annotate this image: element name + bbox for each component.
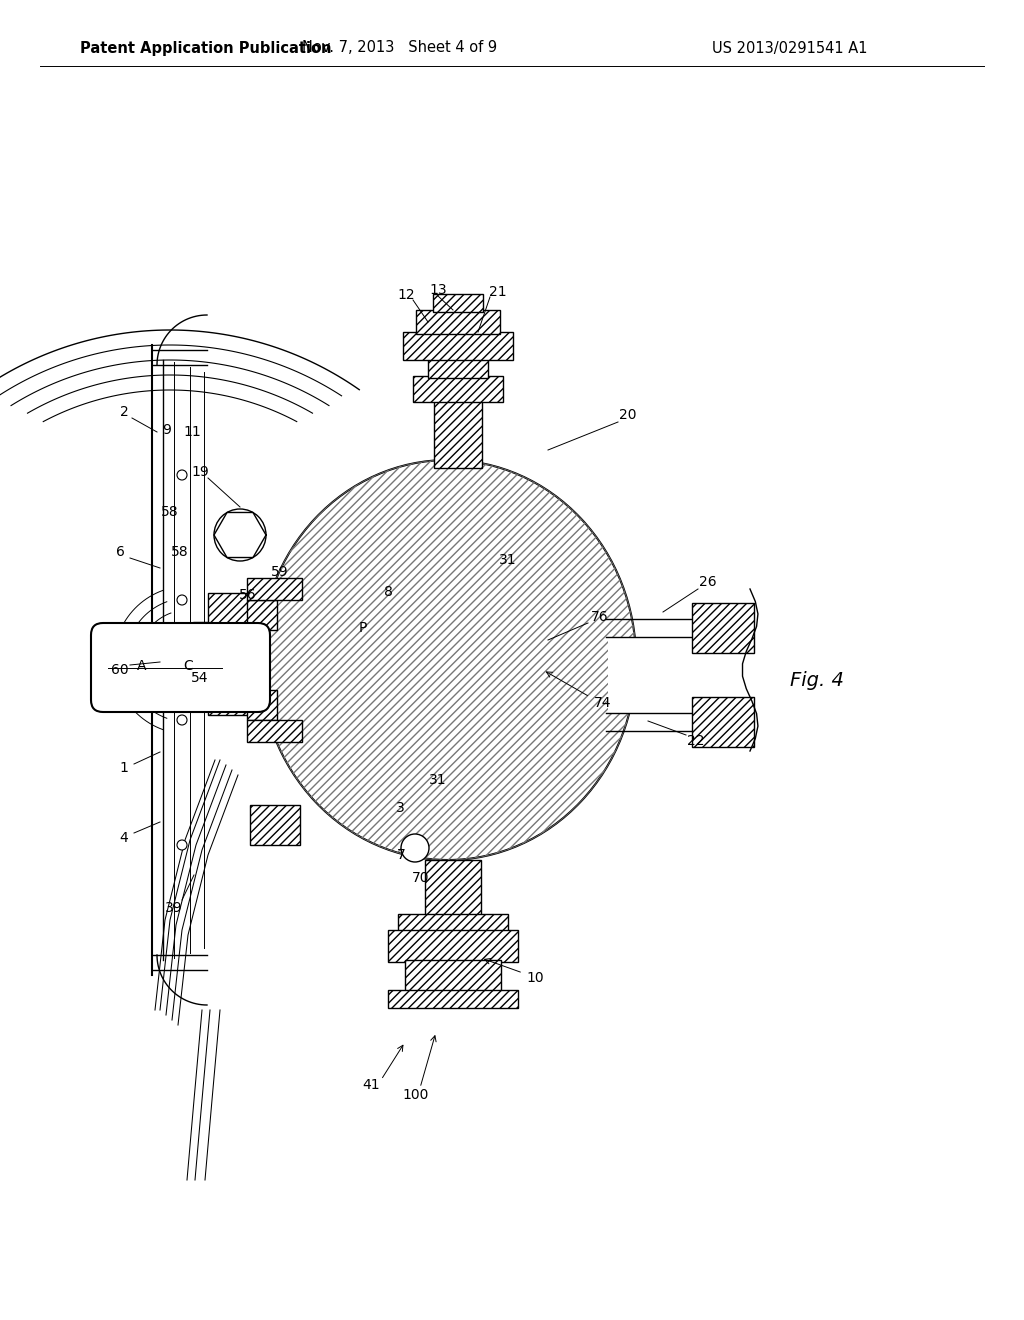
Text: Nov. 7, 2013   Sheet 4 of 9: Nov. 7, 2013 Sheet 4 of 9: [302, 41, 498, 55]
Text: 21: 21: [489, 285, 507, 300]
Circle shape: [177, 840, 187, 850]
Bar: [247, 601, 278, 630]
Bar: [247, 578, 302, 601]
Bar: [425, 861, 481, 920]
Bar: [433, 294, 483, 312]
Text: 60: 60: [112, 663, 129, 677]
Circle shape: [177, 595, 187, 605]
Bar: [193, 682, 208, 698]
Text: C: C: [183, 659, 193, 673]
Bar: [388, 931, 518, 962]
Bar: [208, 593, 252, 648]
Bar: [247, 719, 302, 742]
Text: 9: 9: [163, 422, 171, 437]
Text: 1: 1: [120, 762, 128, 775]
Bar: [416, 310, 500, 334]
Text: 22: 22: [687, 734, 705, 748]
Text: 2: 2: [120, 405, 128, 418]
Text: 10: 10: [526, 972, 544, 985]
Bar: [247, 690, 278, 719]
Bar: [434, 400, 482, 469]
Text: 3: 3: [395, 801, 404, 814]
Circle shape: [177, 715, 187, 725]
Bar: [692, 697, 754, 747]
Text: 4: 4: [120, 832, 128, 845]
Text: 26: 26: [699, 576, 717, 589]
Bar: [193, 622, 208, 638]
Text: 41: 41: [362, 1078, 380, 1092]
Text: 12: 12: [397, 288, 415, 302]
Bar: [403, 333, 513, 360]
Text: 7: 7: [396, 847, 406, 862]
Bar: [406, 960, 501, 993]
Bar: [428, 356, 488, 378]
Text: 58: 58: [161, 506, 179, 519]
Bar: [398, 913, 508, 932]
Text: 58: 58: [171, 545, 188, 558]
Text: 8: 8: [384, 585, 392, 599]
Bar: [692, 603, 754, 653]
Text: 76: 76: [591, 610, 609, 624]
Text: Patent Application Publication: Patent Application Publication: [80, 41, 332, 55]
Text: 31: 31: [499, 553, 517, 568]
Text: 100: 100: [402, 1088, 429, 1102]
Bar: [388, 990, 518, 1008]
Text: 74: 74: [594, 696, 611, 710]
Bar: [608, 638, 750, 713]
Text: 54: 54: [191, 671, 209, 685]
Text: 20: 20: [620, 408, 637, 422]
Bar: [250, 805, 300, 845]
Circle shape: [401, 834, 429, 862]
Text: Fig. 4: Fig. 4: [790, 671, 844, 689]
Circle shape: [214, 510, 266, 561]
Text: 56: 56: [240, 587, 257, 602]
Text: 13: 13: [429, 282, 446, 297]
FancyBboxPatch shape: [91, 623, 270, 711]
Text: US 2013/0291541 A1: US 2013/0291541 A1: [713, 41, 867, 55]
Bar: [208, 660, 252, 715]
Text: 39: 39: [165, 902, 183, 915]
Text: 19: 19: [191, 465, 209, 479]
Bar: [413, 376, 503, 403]
Ellipse shape: [260, 459, 636, 861]
Text: 31: 31: [429, 774, 446, 787]
Text: 59: 59: [271, 565, 289, 579]
Text: 11: 11: [183, 425, 201, 440]
Text: 6: 6: [116, 545, 125, 558]
Bar: [193, 652, 208, 668]
Text: A: A: [137, 659, 146, 673]
Text: P: P: [358, 620, 368, 635]
Text: 70: 70: [413, 871, 430, 884]
Circle shape: [177, 470, 187, 480]
